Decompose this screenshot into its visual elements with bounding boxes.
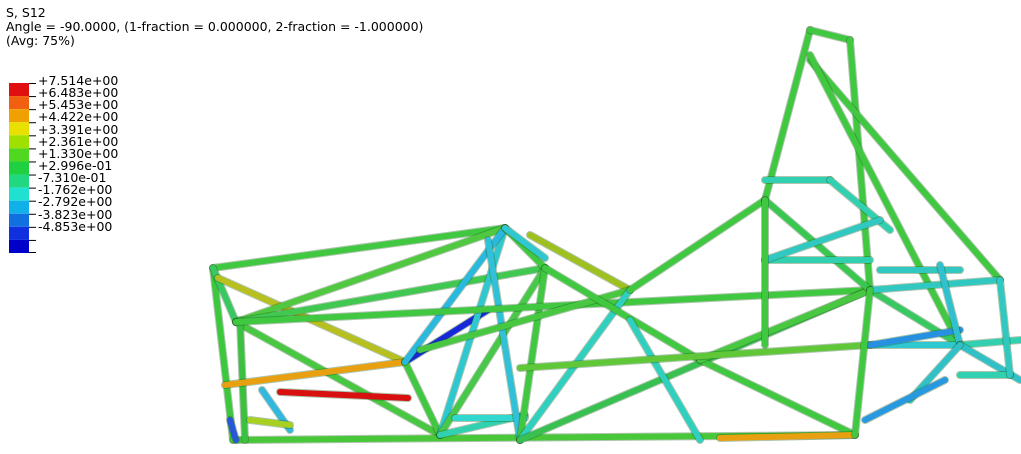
frame-tube	[502, 225, 548, 261]
frame-tube	[542, 265, 703, 363]
frame-tube	[233, 225, 508, 325]
frame-tube	[277, 389, 411, 401]
legend-level-label: +2.361e+00	[38, 133, 119, 149]
frame-tube	[517, 265, 548, 443]
frame-tube	[762, 197, 873, 293]
legend-level-label: +2.996e-01	[38, 157, 113, 173]
colorbar-swatch	[9, 96, 29, 110]
frame-tube	[210, 225, 508, 271]
legend-level-label: +7.514e+00	[38, 73, 119, 88]
frame-tube	[697, 287, 873, 363]
frame-tube	[807, 27, 853, 43]
legend-colorbar	[9, 83, 36, 253]
frame-tube	[807, 52, 963, 348]
legend-level-label: -1.762e+00	[38, 182, 113, 198]
stress-legend: S, S12 Angle = -90.0000, (1-fraction = 0…	[6, 6, 423, 48]
legend-level-label: +5.453e+00	[38, 97, 119, 113]
colorbar-swatch	[9, 109, 29, 123]
legend-level-label: -7.310e-01	[38, 170, 107, 186]
frame-tube	[957, 337, 1021, 348]
frame-tube	[762, 217, 883, 263]
frame-tube	[437, 265, 548, 438]
colorbar-swatch	[9, 148, 29, 162]
colorbar-swatch	[9, 187, 29, 201]
legend-averaging: (Avg: 75%)	[6, 33, 75, 48]
frame-tube	[227, 417, 239, 443]
legend-level-label: -4.853e+00	[38, 218, 113, 234]
legend-level-label: +6.483e+00	[38, 85, 119, 101]
legend-variable: S, S12	[6, 5, 46, 20]
legend-level-label: -2.792e+00	[38, 194, 113, 210]
frame-tube	[807, 57, 1003, 283]
colorbar-swatch	[9, 200, 29, 214]
frame-tube	[937, 262, 963, 348]
legend-level-label: +3.391e+00	[38, 121, 119, 137]
frame-tube	[485, 237, 523, 443]
frame-tube	[210, 265, 236, 443]
frame-tube	[867, 327, 963, 348]
frame-tube	[697, 357, 858, 438]
colorbar-swatch	[9, 135, 29, 149]
frame-tube	[517, 342, 873, 371]
frame-tube	[847, 37, 873, 293]
colorbar-swatch	[9, 174, 29, 188]
legend-angle: Angle = -90.0000, (1-fraction = 0.000000…	[6, 19, 424, 34]
colorbar-swatch	[9, 226, 29, 240]
legend-level-label: -3.823e+00	[38, 206, 113, 222]
legend-level-labels: +7.514e+00 +6.483e+00 +5.453e+00 +4.422e+00…	[38, 73, 119, 234]
frame-tube	[627, 317, 703, 443]
colorbar-swatch	[9, 83, 29, 97]
frame-tube	[402, 359, 443, 438]
frame-tube	[997, 277, 1013, 378]
frame-tube	[233, 319, 443, 438]
colorbar-swatch	[9, 161, 29, 175]
frame-tube	[852, 287, 873, 438]
colorbar-swatch	[9, 122, 29, 136]
frame-tube	[222, 359, 408, 388]
frame-tube	[862, 377, 948, 423]
frame-tube	[717, 432, 858, 441]
frame-tube	[247, 417, 293, 428]
frame-tube	[627, 197, 768, 293]
frame-tube	[762, 27, 813, 203]
colorbar-swatch	[9, 213, 29, 227]
colorbar-swatch	[9, 239, 29, 253]
legend-level-label: +4.422e+00	[38, 109, 119, 125]
frame-tube	[867, 287, 963, 348]
frame-tube	[527, 232, 633, 293]
frame-tube	[867, 277, 1003, 293]
legend-level-label: +1.330e+00	[38, 145, 119, 161]
